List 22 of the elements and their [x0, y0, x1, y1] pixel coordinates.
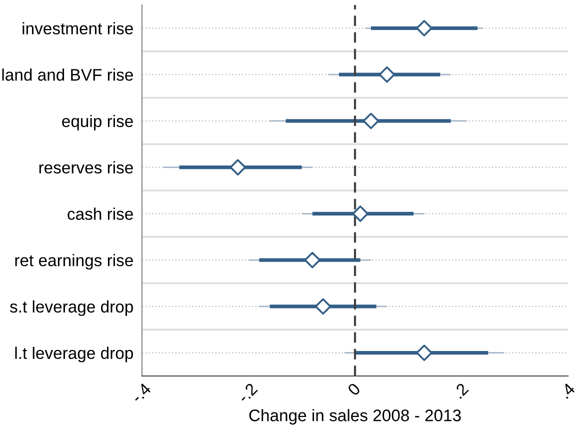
y-tick-label: l.t leverage drop: [15, 346, 133, 362]
y-tick-label: s.t leverage drop: [10, 300, 133, 316]
x-tick-label: -.4: [130, 382, 152, 404]
point: [416, 20, 432, 36]
point: [304, 252, 321, 268]
point: [352, 206, 369, 222]
x-tick-label: -.2: [236, 382, 258, 404]
point: [416, 344, 432, 361]
x-tick-label: .4: [559, 382, 576, 399]
x-tick-label: .2: [452, 382, 469, 399]
y-tick-label: cash rise: [68, 208, 133, 220]
y-tick-label: reserves rise: [39, 161, 133, 174]
point: [362, 112, 380, 130]
y-tick-label: investment rise: [22, 22, 133, 34]
point: [378, 66, 396, 83]
point: [230, 159, 246, 176]
x-axis-title: Change in sales 2008 - 2013: [249, 409, 461, 425]
y-tick-label: ret earnings rise: [15, 254, 133, 270]
point: [314, 298, 332, 315]
y-tick-label: equip rise: [62, 114, 133, 130]
y-tick-label: land and BVF rise: [2, 68, 133, 81]
x-tick-label: 0: [347, 382, 361, 396]
